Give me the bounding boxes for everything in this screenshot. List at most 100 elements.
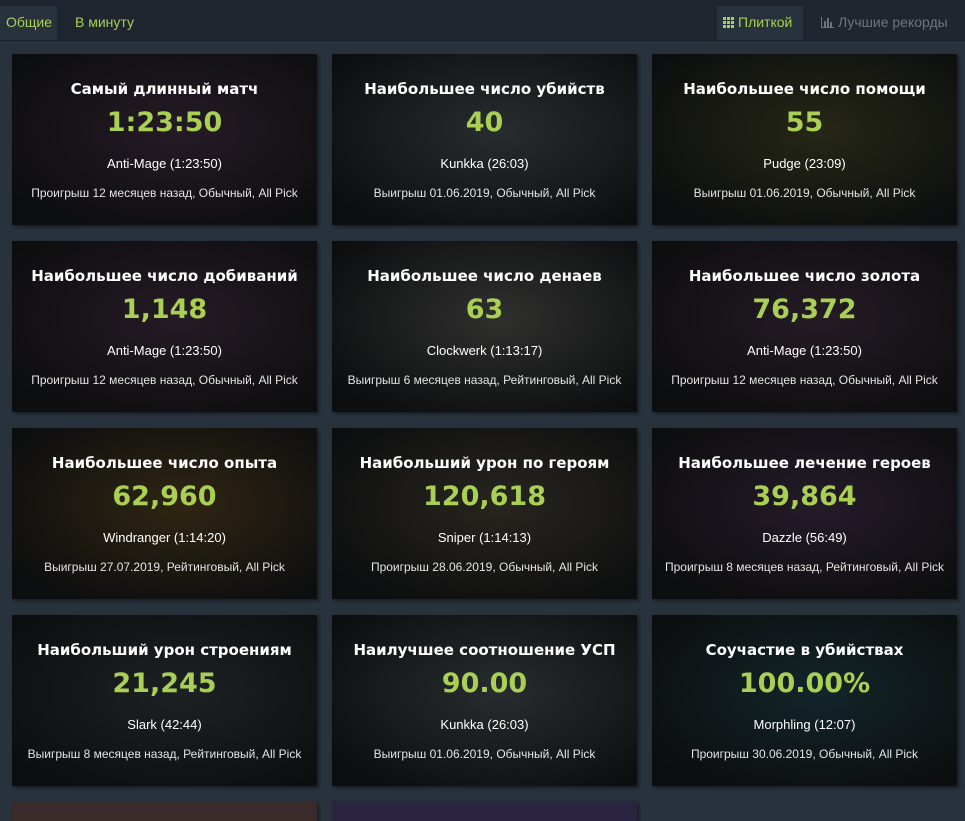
record-card[interactable]: Наибольший урон по героям 120,618 Sniper… — [332, 428, 637, 599]
tab-label: Плиткой — [738, 14, 793, 30]
overlay — [12, 241, 317, 412]
record-title: Наибольшее число золота — [688, 267, 921, 285]
overlay — [652, 615, 957, 786]
record-title: Наибольшее лечение героев — [678, 454, 931, 472]
card-content: Соучастие в убийствах 100.00% Morphling … — [652, 641, 957, 761]
card-content: Наибольшее число золота 76,372 Anti-Mage… — [652, 267, 957, 387]
record-card[interactable]: Наибольшее лечение героев 39,864 Dazzle … — [652, 428, 957, 599]
record-match-info: Выигрыш 8 месяцев назад, Рейтинговый, Al… — [27, 747, 302, 761]
record-match-info: Проигрыш 12 месяцев назад, Обычный, All … — [31, 373, 298, 387]
record-title: Наибольшее число добиваний — [31, 267, 298, 285]
record-value: 100.00% — [738, 668, 871, 699]
record-hero: Pudge (23:09) — [763, 156, 846, 171]
tab-best-records[interactable]: Лучшие рекорды — [815, 6, 954, 40]
record-value: 1,148 — [121, 294, 208, 325]
record-hero: Anti-Mage (1:23:50) — [107, 156, 222, 171]
card-content: Наибольший урон по героям 120,618 Sniper… — [332, 454, 637, 574]
record-match-info: Проигрыш 28.06.2019, Обычный, All Pick — [370, 560, 599, 574]
record-card[interactable]: Наибольший урон строениям 21,245 Slark (… — [12, 615, 317, 786]
record-card[interactable]: Наибольшее число помощи 55 Pudge (23:09)… — [652, 54, 957, 225]
card-content: Наибольшее число добиваний 1,148 Anti-Ma… — [12, 267, 317, 387]
record-hero: Slark (42:44) — [127, 717, 202, 732]
hero-background — [12, 54, 317, 225]
hero-background — [332, 54, 637, 225]
record-card[interactable]: Наилучшее соотношение УСП 90.00 Kunkka (… — [332, 615, 637, 786]
card-content: Наибольшее число помощи 55 Pudge (23:09)… — [652, 80, 957, 200]
hero-background — [12, 428, 317, 599]
record-match-info: Проигрыш 30.06.2019, Обычный, All Pick — [690, 747, 919, 761]
record-title: Наибольшее число денаев — [367, 267, 602, 285]
record-value: 63 — [465, 294, 504, 325]
overlay — [652, 241, 957, 412]
record-match-info: Выигрыш 27.07.2019, Рейтинговый, All Pic… — [44, 560, 285, 574]
record-hero: Kunkka (26:03) — [440, 156, 529, 171]
record-card-partial[interactable] — [332, 801, 637, 821]
record-title: Наибольшее число помощи — [683, 80, 926, 98]
bar-chart-icon — [821, 7, 834, 39]
record-hero: Windranger (1:14:20) — [103, 530, 226, 545]
hero-background — [652, 428, 957, 599]
record-hero: Dazzle (56:49) — [762, 530, 847, 545]
record-card[interactable]: Наибольшее число убийств 40 Kunkka (26:0… — [332, 54, 637, 225]
record-match-info: Выигрыш 01.06.2019, Обычный, All Pick — [693, 186, 916, 200]
card-content: Наибольшее лечение героев 39,864 Dazzle … — [652, 454, 957, 574]
record-hero: Clockwerk (1:13:17) — [426, 343, 543, 358]
hero-background — [652, 241, 957, 412]
record-match-info: Проигрыш 8 месяцев назад, Рейтинговый, A… — [664, 560, 945, 574]
record-match-info: Проигрыш 12 месяцев назад, Обычный, All … — [671, 373, 938, 387]
record-title: Наибольшее число убийств — [364, 80, 605, 98]
overlay — [332, 428, 637, 599]
hero-background — [332, 428, 637, 599]
hero-background — [12, 615, 317, 786]
record-match-info: Проигрыш 12 месяцев назад, Обычный, All … — [31, 186, 298, 200]
top-bar: Общие В минуту Плиткой Лучшие рекорды — [0, 0, 965, 41]
record-card-partial[interactable] — [12, 801, 317, 821]
record-card[interactable]: Наибольшее число опыта 62,960 Windranger… — [12, 428, 317, 599]
overlay — [12, 54, 317, 225]
card-content: Наибольшее число денаев 63 Clockwerk (1:… — [332, 267, 637, 387]
record-value: 90.00 — [441, 668, 528, 699]
record-value: 62,960 — [112, 481, 217, 512]
record-hero: Sniper (1:14:13) — [437, 530, 532, 545]
record-match-info: Выигрыш 01.06.2019, Обычный, All Pick — [373, 186, 596, 200]
overlay — [332, 615, 637, 786]
card-content: Наибольшее число опыта 62,960 Windranger… — [12, 454, 317, 574]
overlay — [12, 615, 317, 786]
hero-background — [332, 241, 637, 412]
tab-general[interactable]: Общие — [0, 6, 57, 40]
hero-background — [12, 241, 317, 412]
record-value: 40 — [465, 107, 504, 138]
record-value: 21,245 — [112, 668, 217, 699]
overlay — [332, 241, 637, 412]
tab-tiles[interactable]: Плиткой — [717, 6, 803, 40]
record-match-info: Выигрыш 01.06.2019, Обычный, All Pick — [373, 747, 596, 761]
grid-icon — [723, 16, 734, 28]
record-card[interactable]: Наибольшее число добиваний 1,148 Anti-Ma… — [12, 241, 317, 412]
record-match-info: Выигрыш 6 месяцев назад, Рейтинговый, Al… — [347, 373, 622, 387]
overlay — [652, 54, 957, 225]
record-title: Соучастие в убийствах — [705, 641, 904, 659]
record-card[interactable]: Самый длинный матч 1:23:50 Anti-Mage (1:… — [12, 54, 317, 225]
record-value: 55 — [785, 107, 824, 138]
record-card[interactable]: Наибольшее число золота 76,372 Anti-Mage… — [652, 241, 957, 412]
record-title: Наибольший урон по героям — [359, 454, 610, 472]
tab-label: Общие — [6, 14, 53, 30]
record-title: Наибольшее число опыта — [51, 454, 278, 472]
record-card[interactable]: Наибольшее число денаев 63 Clockwerk (1:… — [332, 241, 637, 412]
card-content: Наилучшее соотношение УСП 90.00 Kunkka (… — [332, 641, 637, 761]
hero-background — [652, 615, 957, 786]
tab-per-minute[interactable]: В минуту — [69, 6, 140, 40]
card-content: Наибольший урон строениям 21,245 Slark (… — [12, 641, 317, 761]
record-value: 120,618 — [423, 481, 546, 512]
card-content: Наибольшее число убийств 40 Kunkka (26:0… — [332, 80, 637, 200]
hero-background — [332, 615, 637, 786]
record-card[interactable]: Соучастие в убийствах 100.00% Morphling … — [652, 615, 957, 786]
record-value: 76,372 — [752, 294, 857, 325]
record-title: Самый длинный матч — [70, 80, 259, 98]
card-content: Самый длинный матч 1:23:50 Anti-Mage (1:… — [12, 80, 317, 200]
record-title: Наибольший урон строениям — [37, 641, 292, 659]
hero-background — [652, 54, 957, 225]
record-hero: Kunkka (26:03) — [440, 717, 529, 732]
overlay — [12, 428, 317, 599]
overlay — [652, 428, 957, 599]
